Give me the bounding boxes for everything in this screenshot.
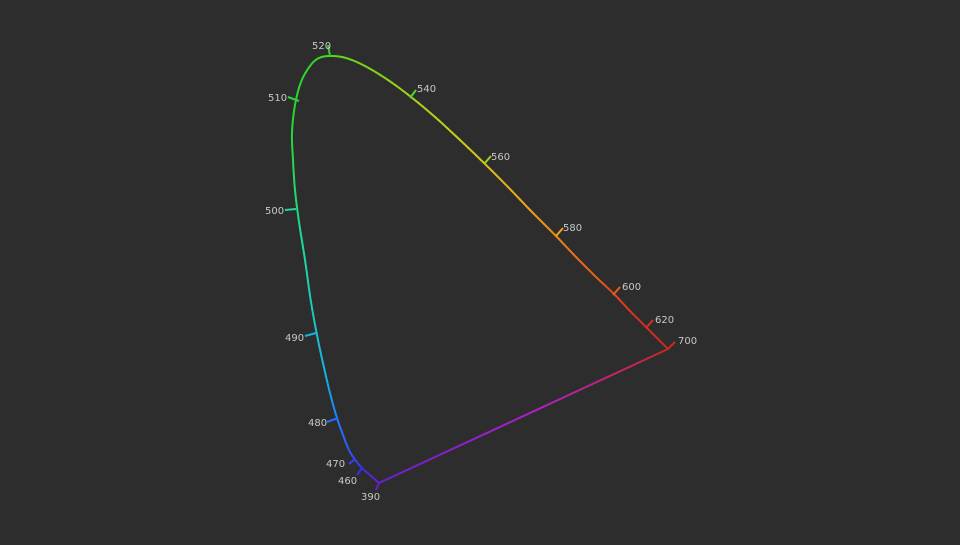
wavelength-label-600: 600 (622, 282, 641, 293)
wavelength-label-700: 700 (678, 336, 697, 347)
tick-700 (668, 342, 675, 349)
wavelength-label-560: 560 (491, 152, 510, 163)
tick-620 (646, 320, 653, 328)
tick-490 (305, 333, 316, 336)
locus-segment (310, 295, 311, 302)
spectral-locus (292, 56, 668, 483)
wavelength-labels: 390 460 470 480 490 500 510 520 540 560 … (265, 41, 697, 503)
tick-500 (285, 209, 296, 210)
wavelength-label-540: 540 (417, 84, 436, 95)
tick-390 (376, 483, 379, 490)
locus-segment (307, 274, 308, 281)
tick-460 (357, 468, 362, 475)
locus-segment (304, 253, 305, 260)
tick-540 (410, 90, 416, 98)
wavelength-ticks (285, 45, 675, 490)
locus-segment (309, 288, 310, 295)
line-of-purples (379, 349, 668, 483)
locus-segment (305, 260, 306, 267)
tick-600 (613, 287, 620, 295)
tick-580 (556, 228, 563, 236)
wavelength-label-580: 580 (563, 223, 582, 234)
wavelength-label-390: 390 (361, 492, 380, 503)
tick-560 (484, 156, 491, 164)
tick-470 (349, 459, 355, 464)
wavelength-label-490: 490 (285, 333, 304, 344)
wavelength-label-510: 510 (268, 93, 287, 104)
locus-segment (308, 281, 309, 288)
wavelength-label-520: 520 (312, 41, 331, 52)
wavelength-label-500: 500 (265, 206, 284, 217)
wavelength-label-460: 460 (338, 476, 357, 487)
wavelength-label-620: 620 (655, 315, 674, 326)
wavelength-label-480: 480 (308, 418, 327, 429)
tick-480 (327, 418, 338, 422)
locus-segment (311, 302, 312, 309)
wavelength-label-470: 470 (326, 459, 345, 470)
locus-segment (306, 267, 307, 274)
